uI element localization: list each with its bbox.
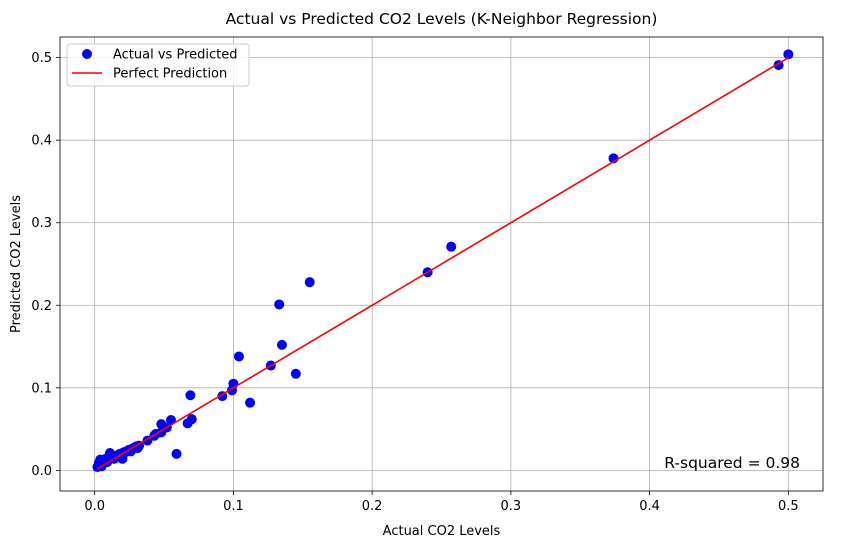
x-tick-label: 0.0	[84, 499, 105, 514]
scatter-point	[783, 49, 794, 60]
axis-ticks: 0.0 0.1 0.2 0.3 0.4 0.5 0.0 0.1 0.2 0.3 0.4 0.5	[31, 51, 798, 514]
grid	[60, 37, 823, 491]
y-tick-label: 0.0	[31, 464, 52, 479]
axes-frame	[59, 36, 824, 492]
y-tick-label: 0.1	[31, 381, 52, 396]
x-tick-label: 0.2	[362, 499, 383, 514]
legend-marker-actual	[82, 49, 92, 59]
y-axis-label: Predicted CO2 Levels	[9, 195, 24, 333]
scatter-point	[171, 448, 182, 459]
x-tick-label: 0.3	[501, 499, 522, 514]
y-tick-label: 0.5	[31, 51, 52, 66]
y-tick-label: 0.2	[31, 299, 52, 314]
legend-box	[66, 43, 250, 87]
scatter-point	[233, 351, 244, 362]
perfect-prediction-line	[97, 56, 789, 470]
scatter-point	[304, 277, 315, 288]
scatter-point	[186, 414, 197, 425]
legend: Actual vs Predicted Perfect Prediction	[66, 43, 250, 87]
r-squared-annotation: R-squared = 0.98	[664, 454, 800, 472]
y-tick-label: 0.4	[31, 134, 52, 149]
plot-area	[92, 49, 794, 473]
scatter-point	[185, 390, 196, 401]
chart-title: Actual vs Predicted CO2 Levels (K-Neighb…	[226, 10, 658, 28]
scatter-point	[276, 339, 287, 350]
scatter-point	[290, 368, 301, 379]
scatter-point	[165, 415, 176, 426]
legend-label-actual: Actual vs Predicted	[113, 48, 237, 63]
x-tick-label: 0.5	[778, 499, 799, 514]
scatter-point	[446, 241, 457, 252]
x-tick-label: 0.4	[639, 499, 660, 514]
y-tick-label: 0.3	[31, 216, 52, 231]
scatter-point	[245, 397, 256, 408]
x-tick-label: 0.1	[223, 499, 244, 514]
legend-label-perfect: Perfect Prediction	[113, 67, 227, 82]
scatter-point	[274, 299, 285, 310]
x-axis-label: Actual CO2 Levels	[383, 524, 501, 539]
